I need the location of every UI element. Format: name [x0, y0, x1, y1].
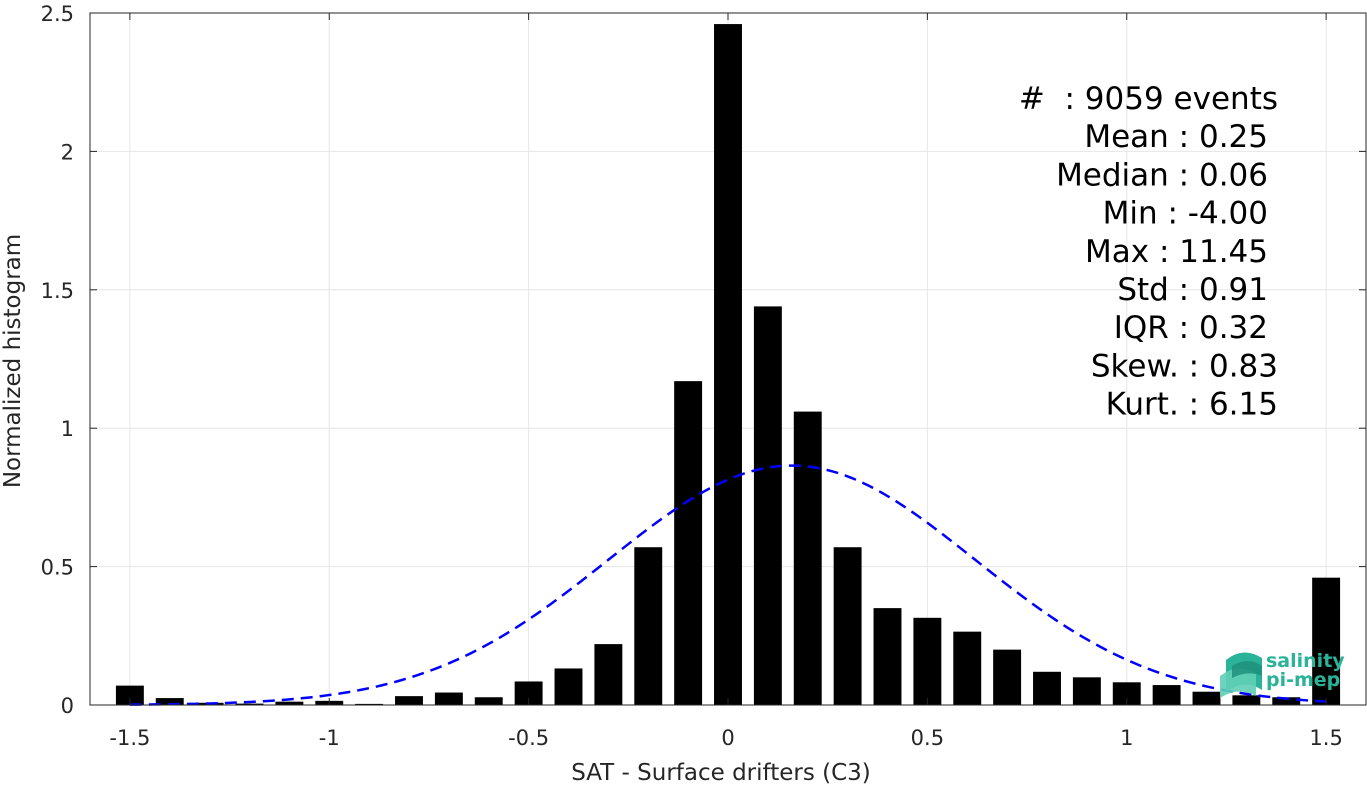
stat-line: # : 9059 events: [1019, 81, 1278, 117]
histogram-bar: [594, 644, 623, 705]
histogram-bar: [1112, 682, 1141, 705]
histogram-bar: [1192, 691, 1221, 705]
x-tick-label: -1: [319, 726, 340, 750]
logo-mark-icon: [1220, 652, 1262, 698]
histogram-bar: [833, 547, 862, 705]
stat-line: Mean : 0.25: [1084, 119, 1268, 155]
y-tick-label: 0.5: [41, 556, 74, 580]
histogram-bar: [474, 697, 503, 705]
salinity-pi-mep-logo: salinity pi-mep: [1220, 650, 1345, 698]
histogram-bar: [395, 696, 423, 705]
x-tick-label: 1.5: [1309, 726, 1342, 750]
x-tick-label: -1.5: [109, 726, 150, 750]
histogram-bar: [753, 306, 782, 705]
x-tick-label: 0: [721, 726, 734, 750]
stat-line: Max : 11.45: [1085, 234, 1268, 270]
y-tick-label: 0: [61, 694, 74, 718]
histogram-bar: [155, 698, 184, 705]
y-tick-label: 1.5: [41, 279, 74, 303]
y-axis-label: Normalized histogram: [0, 234, 26, 488]
stat-line: Skew. : 0.83: [1091, 348, 1278, 384]
histogram-bar: [1072, 677, 1101, 705]
x-tick-label: 0.5: [911, 726, 944, 750]
histogram-bars: [115, 24, 1341, 705]
histogram-bar: [913, 617, 942, 705]
histogram-bar: [714, 24, 742, 705]
stat-line: Min : -4.00: [1103, 196, 1268, 232]
histogram-bar: [554, 668, 583, 705]
y-tick-label: 1: [61, 417, 74, 441]
histogram-bar: [434, 692, 463, 705]
histogram-bar: [1232, 695, 1261, 705]
logo-text-pi-mep: pi-mep: [1266, 669, 1340, 691]
y-tick-label: 2: [61, 140, 74, 164]
histogram-bar: [115, 685, 144, 705]
histogram-bar: [634, 547, 663, 705]
histogram-bar: [1152, 685, 1181, 705]
x-axis-label: SAT - Surface drifters (C3): [571, 760, 871, 785]
x-tick-label: 1: [1120, 726, 1133, 750]
histogram-bar: [275, 701, 304, 705]
histogram-bar: [1033, 671, 1061, 705]
histogram-bar: [953, 631, 982, 705]
fit-curve-dashed: [129, 464, 1327, 706]
stat-line: IQR : 0.32: [1114, 310, 1268, 346]
histogram-bar: [1312, 577, 1341, 705]
histogram-bar: [235, 703, 264, 705]
histogram-bar: [873, 608, 902, 705]
axis-ticks: -1.5 -1 -0.5 0 0.5 1 1.5 0 0.5 1 1.5 2 2.5: [41, 2, 1366, 750]
x-tick-label: -0.5: [508, 726, 549, 750]
histogram-bar: [1272, 697, 1301, 705]
histogram-bar: [514, 681, 543, 705]
histogram-bar: [674, 381, 703, 705]
stat-line: Median : 0.06: [1056, 157, 1268, 193]
histogram-bar: [793, 411, 822, 705]
y-tick-label: 2.5: [41, 2, 74, 26]
stat-line: Std : 0.91: [1117, 272, 1268, 308]
histogram-bar: [993, 649, 1022, 705]
histogram-bar: [355, 703, 384, 705]
stat-line: Kurt. : 6.15: [1106, 387, 1278, 423]
logo-text-salinity: salinity: [1266, 650, 1345, 672]
